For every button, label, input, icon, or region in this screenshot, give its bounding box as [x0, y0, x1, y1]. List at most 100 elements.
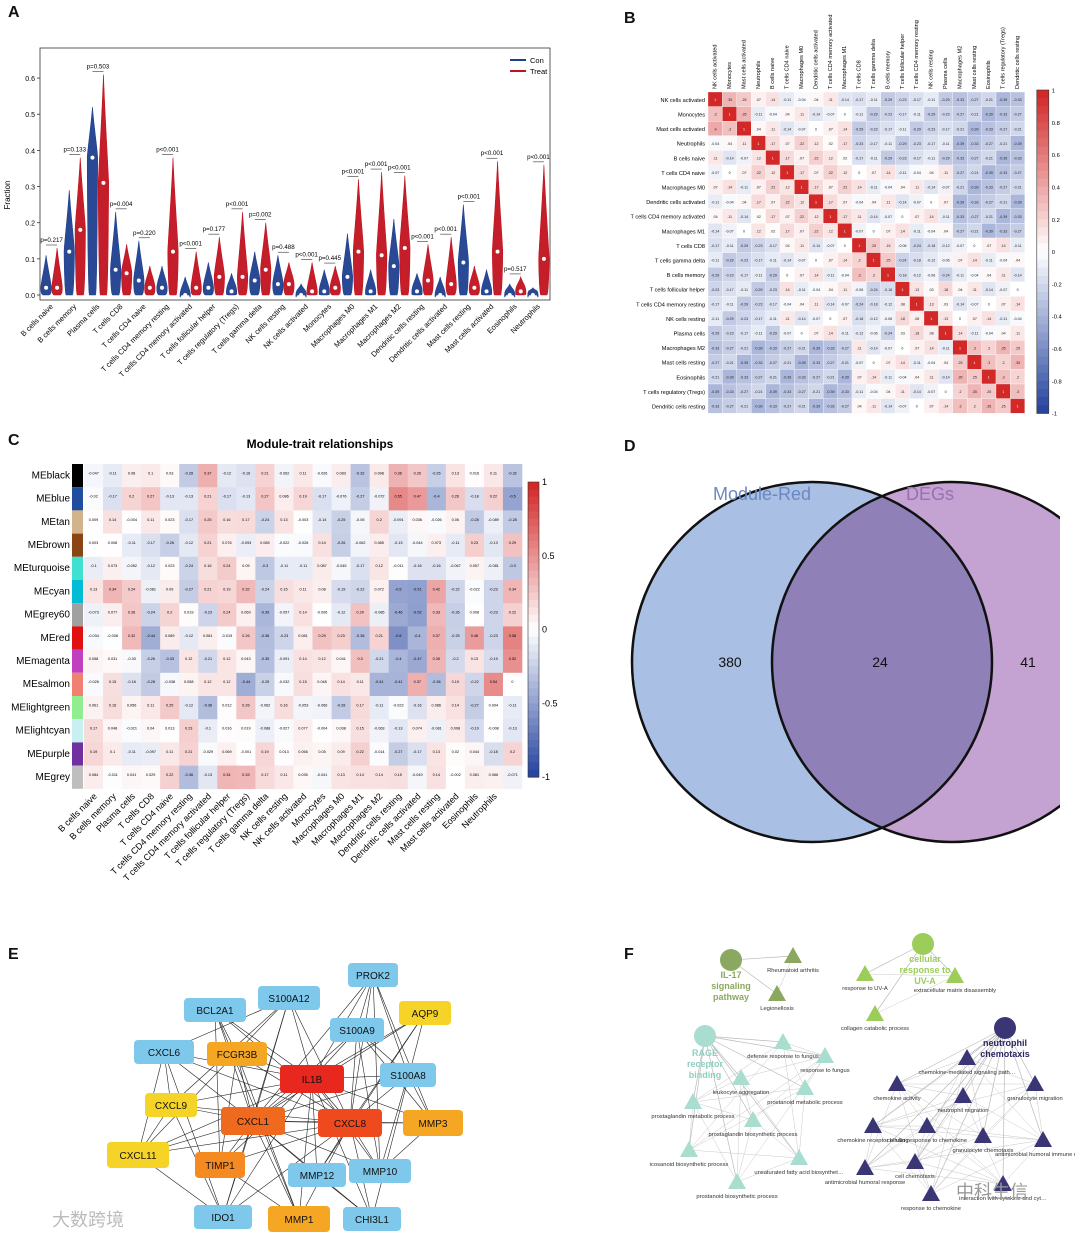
- cell-value: 0.21: [204, 495, 211, 499]
- network-edge: [872, 1125, 1004, 1185]
- heatmap-cell: [179, 719, 199, 743]
- col-label: Mast cells resting: [972, 46, 978, 89]
- network-edge: [896, 1027, 1006, 1085]
- cell-value: .17: [756, 200, 761, 204]
- cell-value: -0.23: [769, 288, 777, 292]
- cell-value: 0.03: [166, 471, 173, 475]
- cell-value: -0.13: [203, 773, 212, 777]
- cell-value: -0.24: [913, 244, 921, 248]
- term-node: [768, 985, 786, 1001]
- cell-value: -0.18: [927, 244, 935, 248]
- cell-value: -0.06: [869, 332, 877, 336]
- cell-value: 1: [786, 171, 788, 175]
- heatmap-cell: [293, 696, 313, 720]
- cell-value: -0.39: [826, 390, 834, 394]
- cell-value: 0.24: [223, 564, 230, 568]
- cell-value: -0.14: [927, 186, 935, 190]
- cell-value: -0.39: [956, 200, 964, 204]
- cell-value: .07: [842, 317, 847, 321]
- network-edge: [896, 1083, 1004, 1185]
- heatmap-cell: [331, 533, 351, 558]
- cell-value: 0.098: [451, 727, 461, 731]
- heatmap-cell: [236, 556, 256, 581]
- hub-label: receptor: [687, 1059, 724, 1069]
- cell-value: 0: [815, 259, 817, 263]
- heatmap-cell: [388, 510, 409, 534]
- violin-treat: [468, 266, 480, 296]
- cell-value: 0: [901, 346, 903, 350]
- heatmap-cell: [464, 719, 485, 743]
- cell-value: 0.21: [204, 587, 211, 591]
- cell-value: -0.21: [754, 390, 762, 394]
- cell-value: .14: [972, 259, 977, 263]
- heatmap-cell: [293, 765, 313, 790]
- cell-value: -0.12: [941, 244, 949, 248]
- cell-value: -0.07: [855, 361, 863, 365]
- network-edge: [371, 1012, 426, 1220]
- cell-value: -0.21: [203, 657, 212, 661]
- cell-value: -0.3: [509, 564, 516, 568]
- gene-label: IL1B: [302, 1075, 323, 1086]
- cell-value: -0.29: [913, 127, 921, 131]
- row-label: Dendritic cells activated: [646, 200, 705, 206]
- module-swatch: [72, 533, 83, 557]
- cell-value: 0.058: [184, 680, 194, 684]
- cell-value: -0.11: [884, 142, 892, 146]
- heatmap-cell: [84, 464, 104, 488]
- heatmap-cell: [293, 580, 313, 604]
- y-tick-label: 0.3: [25, 185, 35, 192]
- heatmap-cell: [122, 556, 142, 581]
- cell-value: .4: [714, 127, 717, 131]
- watermark-right: 中科生信: [956, 1182, 1028, 1203]
- p-value-label: p<0.001: [226, 201, 249, 208]
- term-label: neutrophil migration: [938, 1108, 989, 1114]
- hub-label: binding: [689, 1070, 722, 1080]
- heatmap-cell: [502, 626, 523, 650]
- cell-value: 0.2: [377, 518, 382, 522]
- cell-value: .04: [785, 113, 790, 117]
- cell-value: .11: [828, 98, 833, 102]
- row-label: NK cells resting: [666, 317, 705, 323]
- cell-value: .18: [900, 317, 905, 321]
- heatmap-cell: [445, 719, 466, 743]
- network-edge: [214, 1009, 221, 1166]
- cell-value: -0.12: [884, 302, 892, 306]
- cell-value: -0.28: [508, 518, 517, 522]
- cell-value: 0.086: [432, 703, 442, 707]
- gene-node: [195, 1152, 245, 1178]
- cell-value: -0.14: [711, 229, 719, 233]
- heatmap-cell: [179, 580, 199, 604]
- heatmap-cell: [331, 603, 351, 627]
- cell-value: -0.17: [711, 244, 719, 248]
- cell-value: .14: [943, 405, 948, 409]
- heatmap-cell: [274, 556, 294, 581]
- heatmap-cell: [388, 533, 409, 558]
- colorbar-segment: [1036, 195, 1049, 204]
- term-node: [946, 967, 964, 983]
- heatmap-cell: [426, 487, 447, 511]
- gene-label: AQP9: [412, 1009, 439, 1020]
- heatmap-cell: [331, 580, 351, 604]
- cell-value: -0.23: [754, 244, 762, 248]
- gene-node: [268, 1206, 330, 1232]
- cell-value: -0.11: [898, 127, 906, 131]
- cell-value: .14: [1015, 302, 1020, 306]
- cell-value: -0.4: [414, 634, 421, 638]
- cell-value: -0.11: [985, 259, 993, 263]
- cell-value: -0.33: [769, 346, 777, 350]
- term-node: [954, 1087, 972, 1103]
- colorbar-segment: [1036, 380, 1049, 390]
- cell-value: -0.23: [855, 142, 863, 146]
- cell-value: -0.39: [725, 375, 733, 379]
- network-edge: [163, 1051, 224, 1218]
- cell-value: -0.12: [146, 564, 155, 568]
- gene-label: CHI3L1: [355, 1215, 389, 1226]
- heatmap-cell: [103, 626, 123, 650]
- network-edge: [982, 1135, 1044, 1141]
- row-label: T cells CD4 naive: [661, 171, 705, 177]
- cell-value: 0: [815, 127, 817, 131]
- cell-value: 0.33: [433, 611, 440, 615]
- cell-value: 0.19: [223, 587, 230, 591]
- cell-value: -0.07: [898, 405, 906, 409]
- heatmap-cell: [274, 765, 294, 790]
